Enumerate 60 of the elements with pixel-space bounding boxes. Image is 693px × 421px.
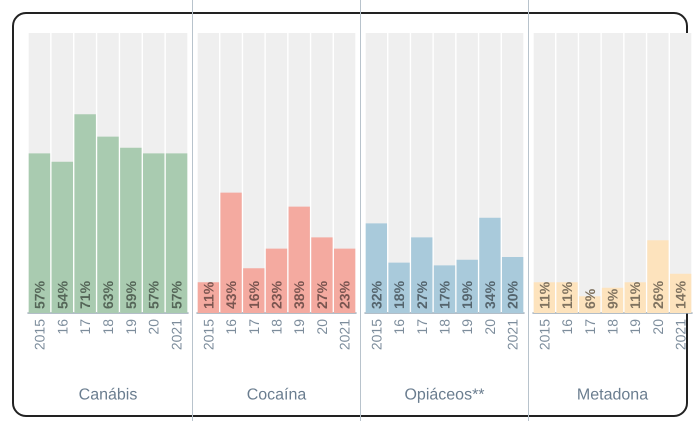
- data-label: 11%: [200, 281, 216, 309]
- data-label: 38%: [291, 280, 308, 309]
- data-label: 17%: [436, 280, 452, 309]
- data-label: 18%: [391, 280, 408, 309]
- x-tick-label: 18: [100, 318, 116, 335]
- data-label: 57%: [146, 280, 162, 309]
- data-label: 14%: [672, 280, 689, 309]
- x-tick-label: 19: [122, 318, 139, 335]
- data-label: 23%: [336, 280, 353, 309]
- x-tick-label: 16: [223, 318, 240, 335]
- data-label: 54%: [54, 280, 70, 309]
- data-label: 6%: [582, 288, 598, 309]
- data-label: 9%: [604, 288, 620, 309]
- x-tick-label: 20: [650, 318, 666, 335]
- x-tick-label: 2015: [536, 318, 552, 350]
- data-label: 57%: [31, 280, 48, 309]
- x-tick-label: 17: [77, 318, 94, 335]
- data-label: 11%: [536, 281, 552, 309]
- x-tick-label: 17: [414, 318, 430, 335]
- x-tick-label: 2015: [31, 318, 48, 350]
- x-tick-label: 20: [482, 318, 498, 335]
- data-label: 16%: [246, 280, 262, 309]
- data-label: 57%: [168, 280, 185, 309]
- x-axis-title: Canábis: [78, 386, 138, 404]
- data-label: 11%: [627, 281, 644, 309]
- data-label: 43%: [223, 280, 240, 309]
- data-label: 71%: [77, 280, 94, 309]
- data-label: 19%: [459, 280, 476, 309]
- x-tick-label: 18: [436, 318, 452, 335]
- x-axis-title: Cocaína: [246, 386, 306, 404]
- data-label: 11%: [559, 281, 576, 309]
- data-label: 27%: [414, 280, 430, 309]
- x-tick-label: 16: [391, 318, 408, 335]
- x-tick-label: 2021: [168, 318, 185, 350]
- x-axis-title: Opiáceos**: [404, 386, 485, 404]
- x-tick-label: 20: [314, 318, 330, 335]
- data-label: 23%: [268, 280, 284, 309]
- x-tick-label: 20: [146, 318, 162, 335]
- data-label: 63%: [100, 280, 116, 309]
- x-tick-label: 17: [582, 318, 598, 335]
- x-tick-label: 2015: [200, 318, 216, 350]
- data-label: 20%: [504, 280, 521, 309]
- data-label: 26%: [650, 280, 666, 309]
- x-tick-label: 19: [291, 318, 308, 335]
- x-tick-label: 16: [54, 318, 70, 335]
- data-label: 27%: [314, 280, 330, 309]
- x-tick-label: 2015: [368, 318, 384, 350]
- x-tick-label: 19: [627, 318, 644, 335]
- x-tick-label: 18: [268, 318, 284, 335]
- data-label: 34%: [482, 280, 498, 309]
- data-label: 32%: [368, 280, 384, 309]
- x-tick-label: 18: [604, 318, 620, 335]
- x-tick-label: 2021: [504, 318, 521, 350]
- x-tick-label: 16: [559, 318, 576, 335]
- x-axis-title: Metadona: [576, 386, 648, 404]
- x-tick-label: 2021: [672, 318, 689, 350]
- data-label: 59%: [122, 280, 139, 309]
- x-tick-label: 2021: [336, 318, 353, 350]
- x-tick-label: 19: [459, 318, 476, 335]
- x-tick-label: 17: [246, 318, 262, 335]
